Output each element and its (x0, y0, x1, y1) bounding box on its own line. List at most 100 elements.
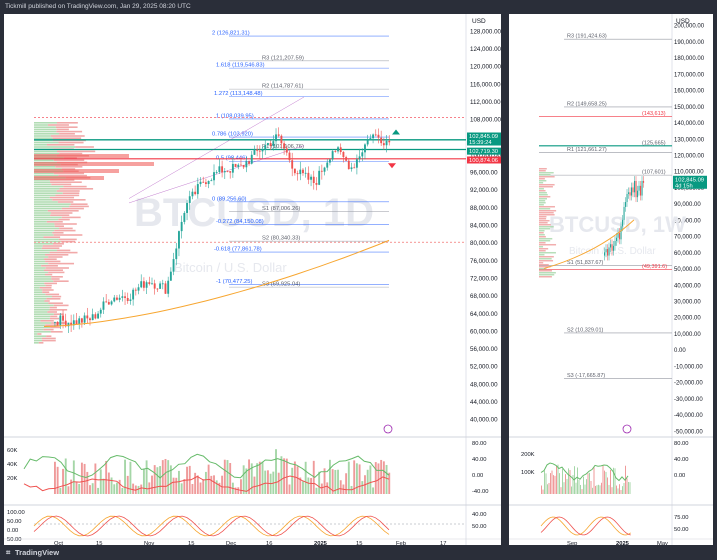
volume-profile-bar-down (61, 216, 81, 219)
volume-bar (283, 458, 286, 494)
price-tick-label: 128,000.00 (470, 28, 501, 35)
volume-profile-bar (539, 249, 546, 252)
volume-profile-bar-up (34, 194, 56, 197)
volume-profile-bar-down (49, 251, 78, 254)
volume-profile-bar-down (52, 243, 64, 245)
left-chart-pane[interactable]: USD 128,000.00 124,000.00 120,000.00 116,000… (4, 14, 501, 545)
candle-down (202, 181, 205, 183)
volume-bar (285, 458, 288, 494)
volume-profile-bar (539, 253, 545, 256)
volume-bar (218, 482, 221, 494)
candle-down (388, 140, 391, 143)
left-chart-svg[interactable]: USD 128,000.00 124,000.00 120,000.00 116,000… (4, 14, 501, 545)
volume-profile-bar-down (42, 291, 50, 293)
moving-average-line (43, 239, 390, 327)
volume-profile-bar (539, 201, 546, 204)
volume-profile-bar-up (34, 273, 45, 276)
volume-bar (78, 483, 81, 494)
volume-bar (590, 480, 592, 494)
volume-profile-bar-down (45, 284, 52, 287)
volume-profile-bar-up (34, 304, 54, 307)
volume-profile-bar-down (41, 339, 56, 342)
lightning-icon[interactable] (622, 424, 632, 434)
volume-profile-bar-up (34, 328, 44, 331)
candle-up (372, 134, 375, 139)
candle-up (159, 283, 162, 289)
volume-profile-bar (539, 231, 544, 234)
volume-bar (337, 469, 339, 494)
volume-profile-bar-down (39, 287, 52, 289)
volume-profile-bar (539, 265, 551, 268)
volume-profile-bar-up (34, 126, 56, 128)
candle-up (622, 219, 624, 227)
price-tick-label: 84,000.00 (470, 223, 498, 230)
fib-label: 1.272 (113,148.48) (214, 91, 263, 97)
candle-down (307, 172, 310, 180)
fib-label: 2 (126,821.31) (212, 31, 250, 37)
volume-profile-bar-down (53, 159, 85, 161)
volume-profile-bar-down (58, 141, 84, 144)
stoch-tick-label: 75.00 (674, 515, 689, 521)
trendline-lower (128, 145, 305, 204)
volume-profile-bar-up (34, 342, 39, 344)
candle-down (345, 157, 348, 161)
price-tick-label: 50,000.00 (674, 267, 701, 273)
candle-down (302, 169, 304, 174)
volume-bar (277, 472, 280, 494)
volume-bar (353, 460, 356, 494)
volume-bar (248, 459, 250, 494)
volume-profile-bar-up (34, 205, 70, 208)
volume-bar (595, 485, 596, 494)
volume-profile-bar-up (34, 130, 57, 133)
volume-profile-bar-down (56, 122, 78, 124)
oscillator-tick-label: 0.00 (674, 473, 685, 479)
candle-up (151, 283, 153, 285)
volume-profile-bar-up (34, 326, 51, 329)
volume-profile-bar (539, 213, 555, 216)
volume-profile-bar (539, 215, 547, 218)
volume-bar (315, 487, 318, 494)
volume-profile-bar-down (48, 271, 65, 274)
lightning-icon[interactable] (383, 424, 393, 434)
volume-bar (299, 477, 302, 494)
volume-bar (178, 470, 180, 494)
volume-profile-bar-up (34, 293, 46, 296)
volume-bar (97, 487, 100, 494)
volume-profile-bar (539, 245, 544, 248)
volume-profile-bar-down (42, 245, 62, 247)
candle-up (118, 297, 121, 300)
volume-profile-bar-up (34, 172, 54, 175)
volume-bar (575, 482, 577, 494)
volume-bar (553, 475, 554, 494)
candle-down (315, 183, 318, 185)
candle-up (623, 206, 625, 220)
candle-up (634, 180, 636, 193)
volume-profile-bar-down (75, 146, 94, 148)
candle-down (280, 135, 283, 144)
volume-profile-bar-up (34, 311, 48, 313)
volume-profile-bar-down (46, 221, 63, 223)
volume-bar (245, 468, 248, 494)
candle-up (620, 226, 622, 240)
volume-bar (574, 466, 575, 494)
oscillator-tick-label: 40.00 (472, 457, 487, 463)
volume-profile-bar (539, 269, 552, 272)
volume-profile-bar-down (59, 227, 73, 230)
volume-bar (593, 467, 595, 494)
pivot-label: S3 (-17,665.87) (567, 373, 605, 379)
volume-bar (312, 460, 315, 494)
volume-bar (153, 465, 156, 494)
candle-down (226, 171, 229, 172)
price-tick-label: 120,000.00 (470, 64, 501, 71)
volume-bar (583, 476, 584, 494)
up-arrow-icon (392, 129, 400, 135)
volume-profile-bar-up (34, 280, 54, 282)
volume-profile-bar-down (62, 192, 80, 194)
price-tick-label: 92,000.00 (470, 187, 498, 194)
right-chart-pane[interactable]: USD 200,000.00 190,000.00 180,000.00 170,000… (509, 14, 713, 545)
tradingview-brand: TradingView (15, 548, 60, 557)
volume-profile-bar-up (34, 133, 60, 135)
volume-profile-bar-down (56, 190, 80, 192)
stoch-d-line (33, 515, 390, 537)
